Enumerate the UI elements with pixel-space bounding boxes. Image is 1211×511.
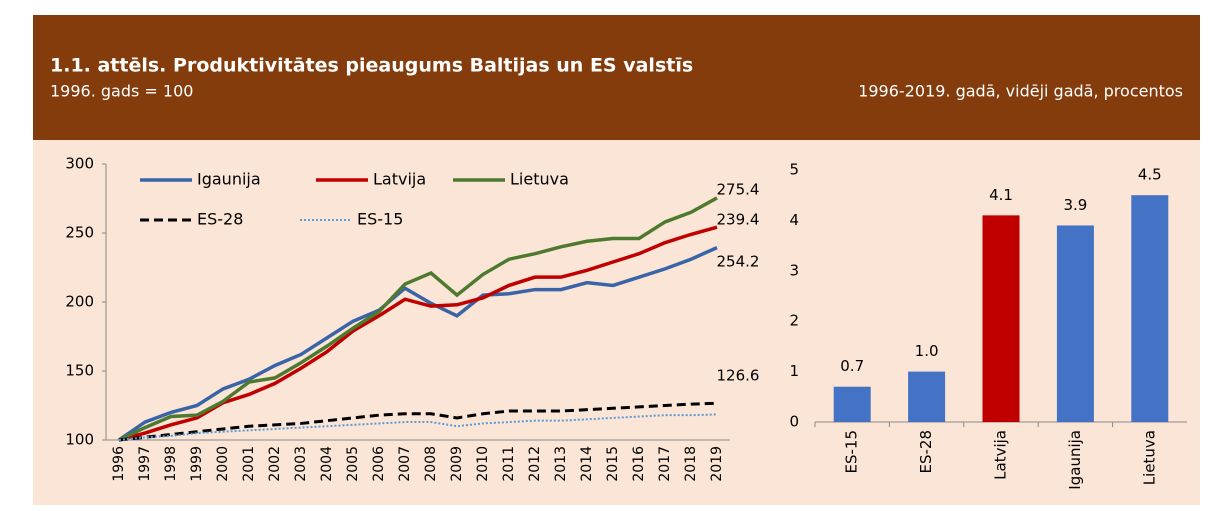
x-tick-label: 2013 — [553, 446, 569, 482]
x-tick-label: 1996 — [111, 446, 127, 482]
x-tick-label: 2001 — [241, 446, 257, 482]
x-tick-label: ES-28 — [917, 430, 935, 474]
x-tick-label: Lietuva — [1140, 430, 1158, 485]
x-tick-label: 2007 — [397, 446, 413, 482]
value-label: 4.1 — [989, 186, 1013, 204]
series-line — [118, 196, 718, 442]
y-tick-label: 5 — [789, 161, 799, 179]
x-tick-label: 2018 — [683, 446, 699, 482]
legend-label: Igaunija — [197, 170, 261, 189]
bar — [982, 215, 1020, 422]
y-tick-label: 300 — [65, 155, 94, 173]
series-line — [118, 401, 718, 442]
x-tick-label: 2005 — [345, 446, 361, 482]
subtitle: 1996-2019. gadā, vidēji gadā, procentos — [858, 82, 1183, 101]
annotation: 254.2 — [717, 253, 760, 271]
y-tick-label: 3 — [789, 261, 799, 279]
x-tick-label: 2006 — [371, 446, 387, 482]
x-tick-label: 2017 — [657, 446, 673, 482]
value-label: 4.5 — [1138, 166, 1162, 184]
bar — [908, 371, 946, 422]
legend-label: Latvija — [373, 170, 426, 189]
x-tick-label: 2015 — [605, 446, 621, 482]
x-tick-label: 2010 — [475, 446, 491, 482]
x-tick-label: Igaunija — [1066, 430, 1084, 490]
x-tick-label: 2004 — [319, 446, 335, 482]
x-tick-label: 2014 — [579, 446, 595, 482]
y-tick-label: 150 — [65, 362, 94, 380]
x-tick-label: 2002 — [267, 446, 283, 482]
value-label: 1.0 — [915, 342, 939, 360]
y-tick-label: 250 — [65, 224, 94, 242]
y-tick-label: 4 — [789, 211, 799, 229]
legend-label: Lietuva — [510, 170, 569, 189]
x-tick-label: 2019 — [709, 446, 725, 482]
x-tick-label: 2016 — [631, 446, 647, 482]
series-line — [118, 246, 718, 442]
x-tick-label: 2009 — [449, 446, 465, 482]
subtitle: 1996. gads = 100 — [50, 82, 193, 101]
x-tick-label: 1998 — [163, 446, 179, 482]
series-line — [118, 413, 718, 441]
x-tick-label: 1997 — [137, 446, 153, 482]
y-tick-label: 2 — [789, 312, 799, 330]
legend-label: ES-28 — [197, 210, 243, 229]
y-tick-label: 200 — [65, 293, 94, 311]
bar — [1056, 225, 1094, 422]
legend-label: ES-15 — [357, 210, 403, 229]
value-label: 0.7 — [840, 357, 864, 375]
x-tick-label: 2012 — [527, 446, 543, 482]
annotation: 275.4 — [717, 181, 760, 199]
y-tick-label: 0 — [789, 413, 799, 431]
x-tick-label: 2011 — [501, 446, 517, 482]
annotation: 239.4 — [717, 211, 760, 229]
x-tick-label: 2003 — [293, 446, 309, 482]
title: 1.1. attēls. Produktivitātes pieaugums B… — [50, 55, 693, 77]
x-tick-label: 1999 — [189, 446, 205, 482]
x-tick-label: 2008 — [423, 446, 439, 482]
bar — [1131, 195, 1169, 422]
y-tick-label: 1 — [789, 362, 799, 380]
x-tick-label: 2000 — [215, 446, 231, 482]
value-label: 3.9 — [1063, 196, 1087, 214]
y-tick-label: 100 — [65, 431, 94, 449]
x-tick-label: ES-15 — [843, 430, 861, 474]
header-band — [33, 15, 1200, 140]
annotation: 126.6 — [717, 367, 760, 385]
bar — [833, 386, 871, 422]
x-tick-label: Latvija — [992, 430, 1010, 480]
